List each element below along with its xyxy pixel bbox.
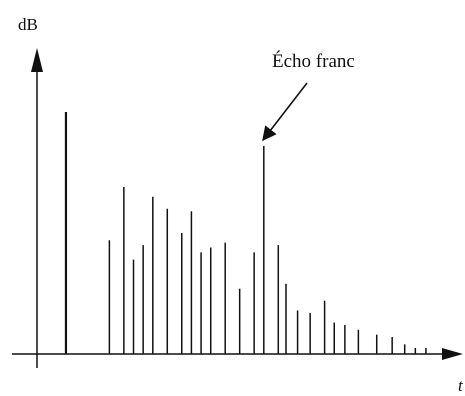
y-axis-arrowhead <box>31 48 43 72</box>
annotation-label: Écho franc <box>272 50 355 72</box>
bars-group <box>64 112 427 354</box>
x-axis-arrowhead <box>442 348 463 360</box>
x-axis-label: t <box>458 376 464 395</box>
annotation-arrow <box>262 82 308 142</box>
y-axis-label: dB <box>18 15 38 34</box>
